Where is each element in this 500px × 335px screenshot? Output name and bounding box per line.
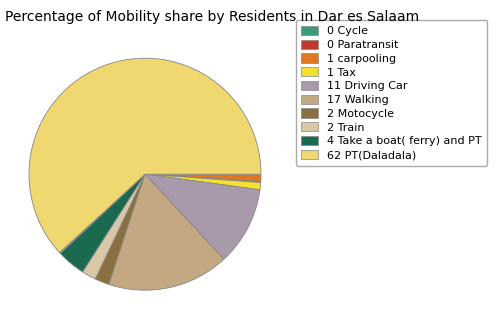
Legend: 0 Cycle, 0 Paratransit, 1 carpooling, 1 Tax, 11 Driving Car, 17 Walking, 2 Motoc: 0 Cycle, 0 Paratransit, 1 carpooling, 1 … xyxy=(296,20,487,166)
Wedge shape xyxy=(60,174,145,253)
Wedge shape xyxy=(96,174,145,284)
Wedge shape xyxy=(145,174,260,259)
Wedge shape xyxy=(145,174,261,182)
Wedge shape xyxy=(29,58,261,253)
Wedge shape xyxy=(82,174,145,279)
Text: Percentage of Mobility share by Residents in Dar es Salaam: Percentage of Mobility share by Resident… xyxy=(5,10,419,24)
Wedge shape xyxy=(108,174,224,290)
Wedge shape xyxy=(60,174,145,272)
Wedge shape xyxy=(145,174,261,183)
Wedge shape xyxy=(145,174,260,190)
